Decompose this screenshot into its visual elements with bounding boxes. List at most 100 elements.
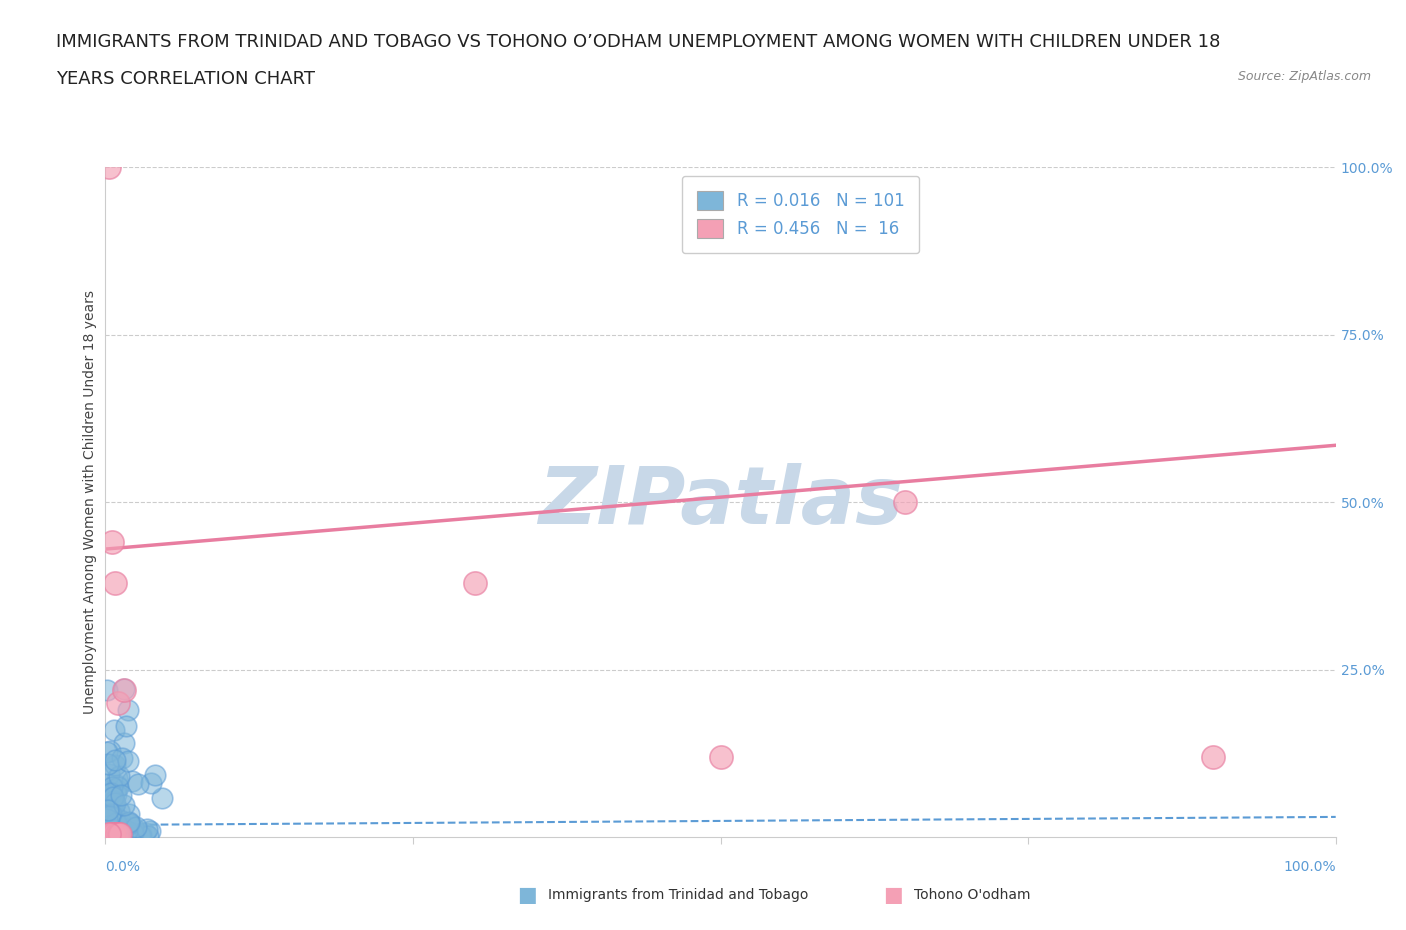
Point (97, 825, 120, 840)
Point (96, 828, 118, 843)
Point (117, 754, 139, 769)
Point (104, 796, 127, 811)
Point (96, 757, 118, 772)
Point (115, 718, 138, 733)
Point (97, 803, 120, 817)
Text: Tohono O'odham: Tohono O'odham (914, 887, 1031, 902)
Point (98, 808, 121, 823)
Point (105, 825, 128, 840)
Point (118, 816, 141, 830)
Point (100, 824, 122, 839)
Point (96, 777, 118, 791)
Point (101, 802, 124, 817)
Point (112, 829, 135, 844)
Point (110, 788, 132, 803)
Point (112, 736, 135, 751)
Point (98, 160, 121, 175)
Point (105, 777, 128, 792)
Point (136, 829, 159, 844)
Point (111, 820, 134, 835)
Y-axis label: Unemployment Among Women with Children Under 18 years: Unemployment Among Women with Children U… (83, 290, 97, 714)
Point (118, 815, 141, 830)
Point (103, 723, 125, 737)
Point (104, 752, 127, 767)
Point (114, 829, 136, 844)
Point (103, 797, 125, 812)
Text: ■: ■ (517, 884, 537, 905)
Point (98, 826, 122, 841)
Point (114, 828, 136, 843)
Point (97, 806, 120, 821)
Point (118, 817, 141, 831)
Point (464, 575, 486, 590)
Point (96, 803, 118, 817)
Point (96, 829, 118, 844)
Point (98, 813, 121, 828)
Point (100, 535, 122, 550)
Point (150, 790, 173, 805)
Point (104, 811, 127, 826)
Text: Immigrants from Trinidad and Tobago: Immigrants from Trinidad and Tobago (548, 887, 808, 902)
Point (117, 823, 139, 838)
Point (103, 790, 125, 804)
Point (96, 812, 118, 827)
Point (122, 820, 145, 835)
Point (97, 813, 120, 828)
Point (105, 821, 128, 836)
Point (98, 805, 121, 820)
Point (127, 777, 149, 791)
Point (104, 817, 127, 831)
Point (105, 826, 128, 841)
Point (108, 804, 131, 818)
Point (97, 766, 120, 781)
Point (103, 823, 125, 838)
Legend: R = 0.016   N = 101, R = 0.456   N =  16: R = 0.016 N = 101, R = 0.456 N = 16 (682, 176, 920, 253)
Point (110, 819, 132, 834)
Point (143, 767, 166, 782)
Point (121, 774, 143, 789)
Text: IMMIGRANTS FROM TRINIDAD AND TOBAGO VS TOHONO O’ODHAM UNEMPLOYMENT AMONG WOMEN W: IMMIGRANTS FROM TRINIDAD AND TOBAGO VS T… (56, 33, 1220, 50)
Point (110, 826, 132, 841)
Point (1202, 750, 1225, 764)
Point (98, 802, 121, 817)
Point (121, 826, 143, 841)
Point (104, 575, 127, 590)
Point (103, 829, 125, 844)
Point (98, 784, 121, 799)
Point (103, 816, 125, 830)
Point (104, 812, 127, 827)
Point (129, 829, 152, 844)
Text: ZIPatlas: ZIPatlas (538, 463, 903, 541)
Point (104, 787, 127, 802)
Point (105, 771, 128, 786)
Text: Source: ZipAtlas.com: Source: ZipAtlas.com (1237, 70, 1371, 83)
Point (112, 829, 135, 844)
Point (96, 744, 118, 759)
Point (125, 820, 148, 835)
Point (141, 776, 163, 790)
Point (104, 757, 127, 772)
Point (103, 807, 125, 822)
Point (112, 682, 135, 697)
Point (135, 821, 157, 836)
Point (105, 816, 128, 830)
Point (100, 744, 122, 759)
Point (100, 785, 122, 800)
Text: ■: ■ (883, 884, 903, 905)
Point (111, 751, 134, 765)
Point (103, 826, 125, 841)
Point (101, 823, 124, 838)
Point (96, 822, 118, 837)
Point (100, 829, 122, 844)
Text: YEARS CORRELATION CHART: YEARS CORRELATION CHART (56, 70, 315, 87)
Point (103, 824, 125, 839)
Point (110, 813, 132, 828)
Point (101, 791, 124, 806)
Point (112, 798, 135, 813)
Point (117, 702, 139, 717)
Point (710, 750, 733, 764)
Text: 100.0%: 100.0% (1284, 859, 1336, 874)
Point (118, 806, 141, 821)
Point (107, 780, 129, 795)
Point (100, 807, 122, 822)
